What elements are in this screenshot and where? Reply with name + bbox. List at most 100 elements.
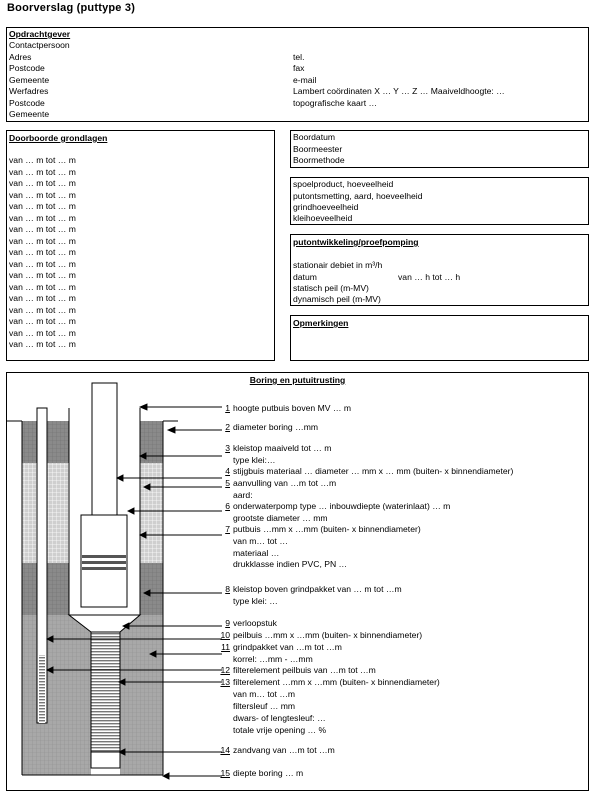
opmerkingen-header: Opmerkingen: [293, 318, 349, 328]
grondlaag-row: van … m tot … m: [9, 293, 76, 303]
dynamisch-peil-label: dynamisch peil (m-MV): [293, 294, 381, 304]
boring-item-number: 10: [220, 630, 230, 640]
grondlaag-row: van … m tot … m: [9, 224, 76, 234]
opdrachtgever-header: Opdrachtgever: [9, 29, 71, 39]
arrows: [45, 403, 222, 780]
ontwikkeling-header: putontwikkeling/proefpomping: [293, 237, 419, 247]
topografische-kaart-label: topografische kaart …: [293, 98, 378, 108]
adres-label: Adres: [9, 52, 32, 62]
debiet-label: stationair debiet in m³/h: [293, 260, 383, 270]
boring-item-text: peilbuis …mm x …mm (buiten- x binnendiam…: [233, 630, 423, 640]
page-title: Boorverslag (puttype 3): [7, 2, 136, 14]
gemeente-label: Gemeente: [9, 75, 50, 85]
boring-item-text: aard:: [233, 490, 253, 500]
boring-item-number: 6: [225, 501, 230, 511]
filterelement: [90, 631, 121, 753]
grindpakket-center-fill: [69, 615, 91, 775]
grondlaag-row: van … m tot … m: [9, 201, 76, 211]
boring-item-number: 13: [220, 677, 230, 687]
grindhoeveelheid-label: grindhoeveelheid: [293, 202, 359, 212]
boring-item-text: verloopstuk: [233, 618, 277, 628]
postcode-label: Postcode: [9, 63, 45, 73]
boring-item-text: filterelement peilbuis van …m tot …m: [233, 665, 376, 675]
boring-item-text: materiaal …: [233, 548, 280, 558]
statisch-peil-label: statisch peil (m-MV): [293, 283, 369, 293]
grondlaag-row: van … m tot … m: [9, 189, 76, 200]
boormeester-label: Boormeester: [293, 144, 343, 154]
boring-item-text: van m… tot …m: [233, 689, 296, 699]
boring-item-number: 11: [221, 642, 230, 652]
grondlaag-row: van … m tot … m: [9, 339, 76, 349]
boring-item-text: korrel: …mm - …mm: [233, 654, 313, 664]
boring-item-text: hoogte putbuis boven MV … m: [233, 403, 351, 413]
boring-item-text: aanvulling van …m tot …m: [233, 478, 337, 488]
grondlagen-box: Doorboorde grondlagen van … m tot … m van…: [6, 130, 275, 361]
boring-item-number: 3: [225, 443, 230, 453]
boring-item-text: kleistop maaiveld tot … m: [233, 443, 332, 453]
werfadres-label: Werfadres: [9, 86, 49, 96]
zandvang: [90, 751, 121, 769]
ontwikkeling-box: putontwikkeling/proefpomping stationair …: [290, 234, 589, 306]
boring-item-text: grindpakket van …m tot …m: [233, 642, 342, 652]
boring-item-text: zandvang van …m tot …m: [233, 745, 335, 755]
boring-item-number: 4: [225, 466, 230, 476]
boring-item-number: 5: [225, 478, 230, 488]
boring-item-text: stijgbuis materiaal … diameter … mm x … …: [233, 466, 514, 476]
boring-item-number: 8: [225, 584, 230, 594]
werf-gemeente-label: Gemeente: [9, 109, 50, 119]
werf-postcode-label: Postcode: [9, 98, 45, 108]
boring-item-text: filterelement …mm x …mm (buiten- x binne…: [233, 677, 440, 687]
boring-item-text: filtersleuf … mm: [233, 701, 296, 711]
grondlagen-header: Doorboorde grondlagen: [9, 133, 108, 143]
boring-box: Boring en putuitrusting: [6, 372, 589, 791]
grondlaag-row: van … m tot … m: [9, 155, 76, 165]
contactpersoon-label: Contactpersoon: [9, 40, 70, 50]
boring-item-text: onderwaterpomp type … inbouwdiepte (wate…: [233, 501, 451, 511]
boring-item-text: type klei:…: [233, 455, 276, 465]
kleistop-grind-right-fill: [140, 563, 163, 615]
opmerkingen-box: Opmerkingen: [290, 315, 589, 361]
grondlaag-row: van … m tot … m: [9, 178, 76, 188]
datum-range-label: van … h tot … h: [398, 272, 461, 282]
grondlaag-row: van … m tot … m: [9, 281, 76, 292]
boring-item-number: 14: [220, 745, 230, 755]
grondlaag-row: van … m tot … m: [9, 212, 76, 223]
kleistop-right-fill: [140, 421, 163, 463]
boring-item-text: putbuis …mm x …mm (buiten- x binnendiame…: [233, 524, 421, 534]
grondlaag-row: van … m tot … m: [9, 304, 76, 315]
kleihoeveelheid-label: kleihoeveelheid: [293, 213, 353, 223]
boring-item-number: 7: [225, 524, 230, 534]
opdrachtgever-box: Opdrachtgever Contactpersoon Adres Postc…: [6, 27, 589, 122]
boring-item-text: grootste diameter … mm: [233, 513, 328, 523]
boor-box: Boordatum Boormeester Boormethode: [290, 130, 589, 168]
grondlaag-row: van … m tot … m: [9, 235, 76, 246]
boordatum-label: Boordatum: [293, 132, 336, 142]
grondlaag-row: van … m tot … m: [9, 270, 76, 280]
boring-item-text: diepte boring … m: [233, 768, 304, 778]
boring-item-number: 1: [225, 403, 230, 413]
boring-item-text: drukklasse indien PVC, PN …: [233, 559, 348, 569]
grindpakket-right-fill: [120, 615, 163, 775]
putontsmetting-label: putontsmetting, aard, hoeveelheid: [293, 191, 423, 201]
spoelproduct-label: spoelproduct, hoeveelheid: [293, 179, 394, 189]
datum-label: datum: [293, 272, 317, 282]
grondlaag-row: van … m tot … m: [9, 247, 76, 257]
boring-item-text: totale vrije opening … %: [233, 725, 327, 735]
boormethode-label: Boormethode: [293, 155, 345, 165]
email-label: e-mail: [293, 75, 317, 85]
boring-item-number: 9: [225, 618, 230, 628]
boring-item-number: 12: [220, 665, 230, 675]
grondlaag-row: van … m tot … m: [9, 166, 76, 177]
boring-item-number: 15: [220, 768, 230, 778]
stijgbuis: [91, 382, 118, 516]
grondlaag-row: van … m tot … m: [9, 316, 76, 326]
peilbuis-filter: [39, 655, 45, 723]
fax-label: fax: [293, 63, 305, 73]
boring-header: Boring en putuitrusting: [249, 375, 346, 385]
tel-label: tel.: [293, 52, 305, 62]
lambert-label: Lambert coördinaten X … Y … Z … Maaiveld…: [293, 86, 505, 96]
boring-item-text: van m… tot …: [233, 536, 288, 546]
boring-item-text: type klei: …: [233, 596, 278, 606]
grondlaag-row: van … m tot … m: [9, 327, 76, 338]
